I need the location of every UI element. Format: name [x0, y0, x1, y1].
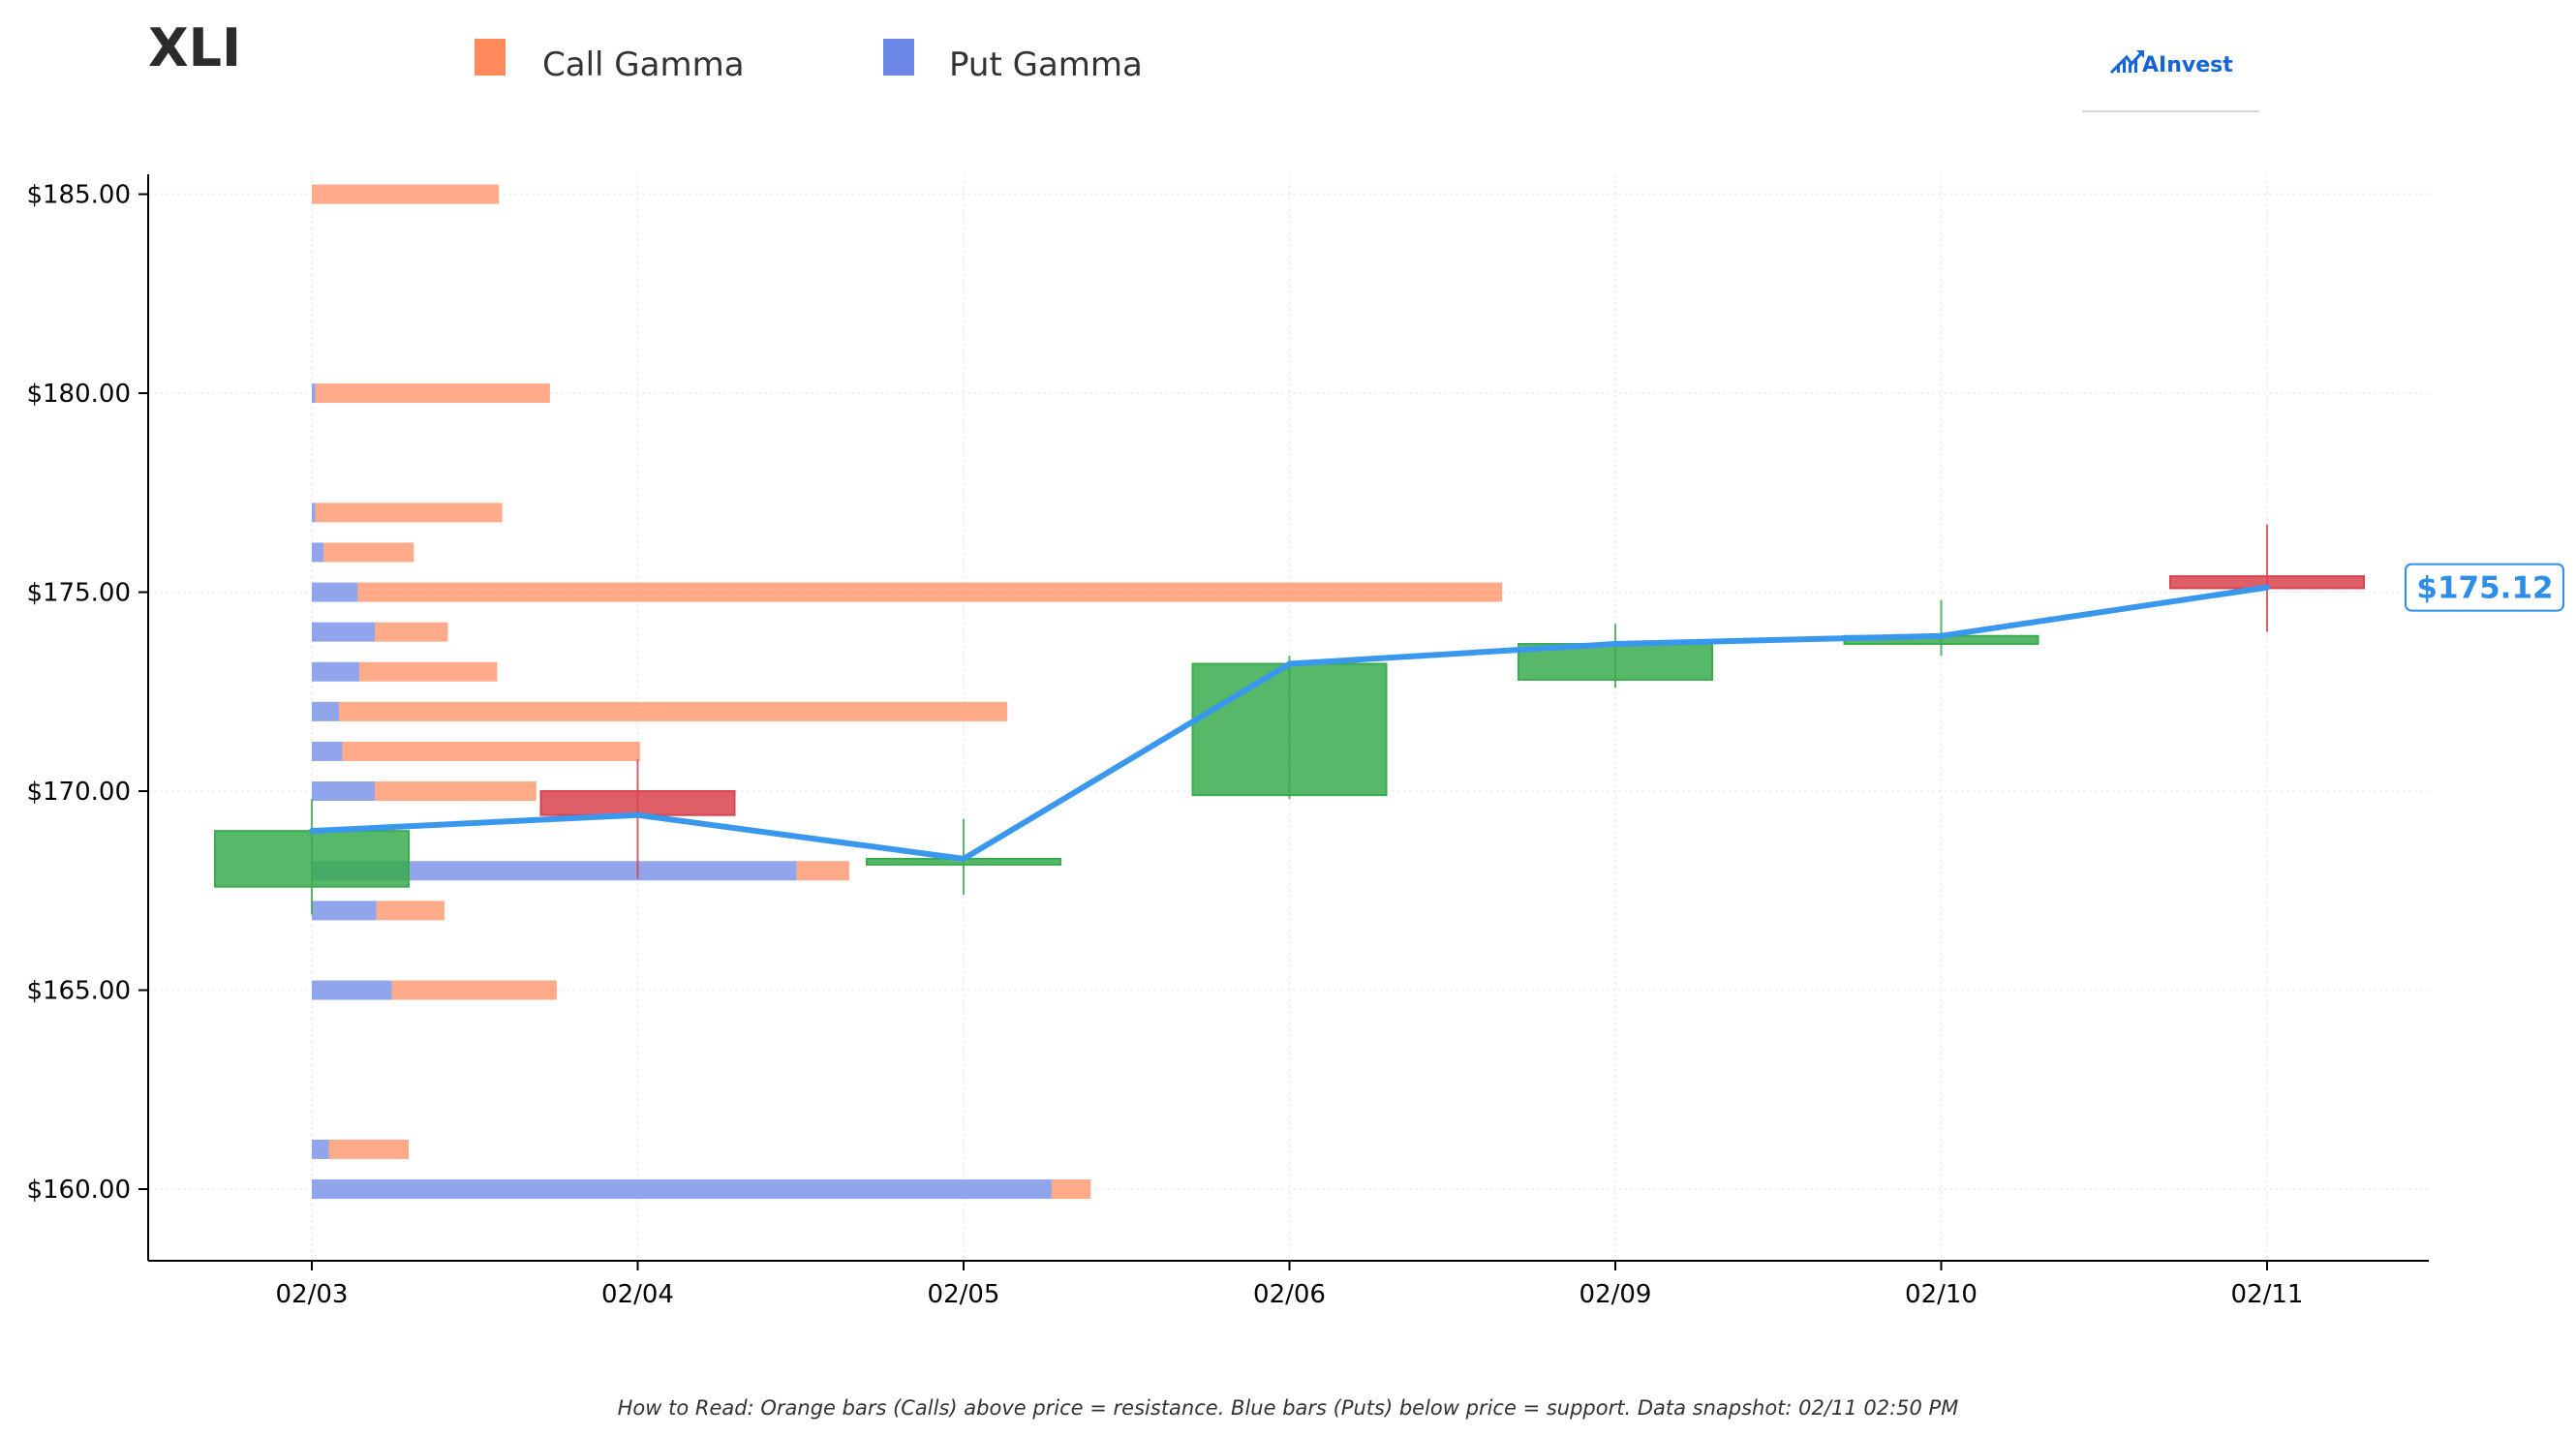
put-gamma-bar: [312, 901, 377, 921]
call-gamma-bar: [796, 861, 849, 881]
call-gamma-bar: [376, 901, 445, 921]
logo: AInvest: [2082, 50, 2259, 112]
candle-body: [1191, 662, 1388, 797]
x-tick-label: 02/03: [276, 1280, 349, 1309]
call-gamma-bar: [328, 1139, 410, 1159]
put-gamma-bar: [312, 503, 316, 523]
call-gamma-bar: [357, 582, 1503, 602]
current-price-label: $175.12: [2405, 563, 2564, 612]
price-line-layer: $175.12: [309, 563, 2564, 862]
chart-arrow-icon: [2109, 50, 2144, 75]
candle-body: [214, 830, 410, 888]
put-gamma-bar: [312, 383, 316, 404]
axes: $160.00 $165.00 $170.00 $175.00 $180.00 $185.…: [26, 174, 2429, 1309]
call-gamma-bar: [339, 701, 1008, 721]
legend-swatch-put: [883, 39, 914, 76]
x-tick-label: 02/06: [1253, 1280, 1326, 1309]
y-tick-label: $185.00: [26, 181, 131, 210]
y-tick-label: $160.00: [26, 1176, 131, 1205]
call-gamma-bar: [1051, 1179, 1091, 1200]
put-gamma-bar: [312, 542, 324, 563]
legend-label-put: Put Gamma: [949, 46, 1143, 84]
call-gamma-bar: [391, 980, 557, 1000]
logo-text: AInvest: [2142, 53, 2233, 77]
put-gamma-bar: [312, 582, 358, 602]
call-gamma-bar: [312, 184, 500, 204]
put-gamma-bar: [312, 781, 375, 802]
y-tick-label: $170.00: [26, 778, 131, 807]
x-tick-label: 02/11: [2231, 1280, 2304, 1309]
legend-swatch-call: [475, 39, 506, 76]
x-tick-label: 02/04: [601, 1280, 674, 1309]
call-gamma-bar: [374, 781, 537, 802]
x-tick-label: 02/09: [1579, 1280, 1652, 1309]
put-gamma-bar: [312, 861, 797, 881]
y-tick-label: $180.00: [26, 380, 131, 409]
call-gamma-bar: [315, 503, 503, 523]
legend-label-call: Call Gamma: [542, 46, 745, 84]
put-gamma-bar: [312, 980, 392, 1000]
current-price-text: $175.12: [2416, 571, 2553, 606]
put-gamma-bar: [312, 741, 343, 761]
footnote: How to Read: Orange bars (Calls) above p…: [618, 1396, 1959, 1420]
put-gamma-bar: [312, 1179, 1052, 1200]
put-gamma-bar: [312, 622, 375, 642]
call-gamma-bar: [374, 622, 448, 642]
x-tick-label: 02/05: [928, 1280, 1000, 1309]
chart-title: XLI: [148, 17, 241, 78]
call-gamma-bar: [342, 741, 640, 761]
gamma-bars: [312, 184, 1503, 1200]
put-gamma-bar: [312, 661, 360, 682]
call-gamma-bar: [359, 661, 498, 682]
put-gamma-bar: [312, 1139, 329, 1159]
x-tick-label: 02/10: [1905, 1280, 1978, 1309]
put-gamma-bar: [312, 701, 340, 721]
candle-body: [539, 790, 736, 816]
price-line: [309, 584, 2270, 862]
y-tick-label: $165.00: [26, 977, 131, 1006]
y-tick-label: $175.00: [26, 579, 131, 608]
legend: Call Gamma Put Gamma: [475, 39, 1143, 84]
call-gamma-bar: [323, 542, 414, 563]
call-gamma-bar: [315, 383, 550, 404]
current-price-box: [2405, 563, 2564, 612]
